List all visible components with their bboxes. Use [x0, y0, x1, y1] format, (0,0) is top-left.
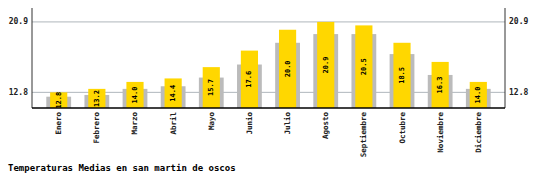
data-label: 14.0 — [131, 87, 139, 104]
bar — [432, 62, 449, 108]
y2-tick-label: 20.9 — [509, 17, 528, 26]
x-tick-label: Febrero — [92, 112, 101, 144]
y-tick-label: 12.8 — [9, 88, 28, 97]
y-tick-label: 20.9 — [9, 17, 28, 26]
x-tick-label: Abril — [169, 112, 178, 135]
x-axis-line — [32, 107, 505, 109]
y-axis-line — [32, 8, 33, 108]
title: Temperaturas Medias en san martin de osc… — [8, 163, 236, 173]
data-label: 20.5 — [360, 58, 368, 75]
data-label: 14.0 — [474, 87, 482, 104]
bar — [165, 78, 182, 108]
x-tick-label: Diciembre — [474, 112, 483, 153]
x-tick-label: Enero — [54, 112, 63, 135]
data-label: 15.7 — [207, 79, 215, 96]
data-label: 20.0 — [284, 60, 292, 77]
data-label: 17.6 — [245, 71, 253, 88]
bars — [46, 22, 490, 108]
chart-svg: 12.8 13.2 14.0 14.4 15.7 17.6 20.0 20.9 20.5 18.5… — [0, 0, 537, 174]
bar — [279, 30, 296, 108]
grid-line — [32, 21, 505, 22]
bar — [470, 82, 487, 108]
data-label: 14.4 — [169, 85, 177, 102]
bar — [126, 82, 143, 108]
y2-axis-line — [505, 8, 506, 108]
data-label: 20.9 — [322, 57, 330, 74]
bar — [355, 25, 372, 108]
x-tick-label: Septiembre — [359, 112, 368, 158]
y2-tick-label: 12.8 — [509, 88, 528, 97]
bar — [317, 22, 334, 108]
bar — [393, 43, 410, 108]
x-tick-label: Octubre — [398, 112, 407, 144]
data-label: 16.3 — [436, 77, 444, 94]
data-label: 12.8 — [55, 92, 63, 109]
bar — [241, 51, 258, 108]
bar — [203, 67, 220, 108]
x-tick-label: Marzo — [130, 112, 139, 135]
x-tick-label: Junio — [245, 112, 254, 135]
x-tick-label: Julio — [283, 112, 292, 135]
data-label: 13.2 — [93, 90, 101, 107]
x-tick-label: Noviembre — [436, 112, 445, 153]
bar — [88, 89, 105, 108]
x-tick-label: Agosto — [321, 112, 330, 140]
bar — [50, 92, 67, 108]
data-label: 18.5 — [398, 67, 406, 84]
x-tick-label: Mayo — [207, 112, 216, 131]
